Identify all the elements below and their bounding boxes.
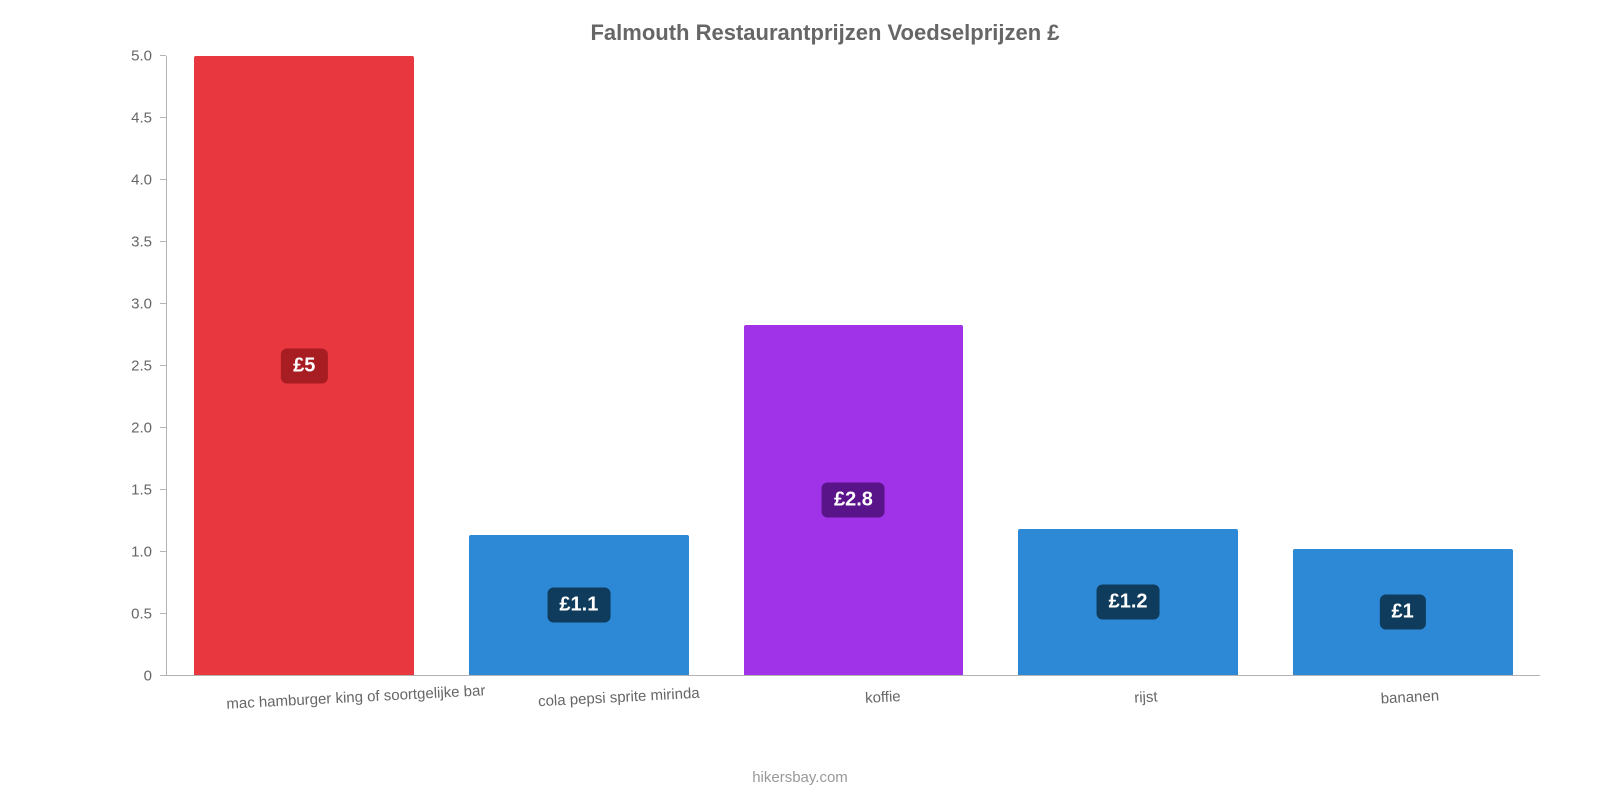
- y-tick-label: 5.0: [131, 48, 152, 65]
- bar: £1.1: [469, 535, 689, 675]
- y-tick-label: 4.0: [131, 172, 152, 189]
- bar-value-badge: £1: [1380, 594, 1426, 629]
- y-tick-label: 1.5: [131, 482, 152, 499]
- plot-area: 00.51.01.52.02.53.03.54.04.55.0 £5£1.1£2…: [110, 56, 1540, 676]
- chart-caption: hikersbay.com: [0, 769, 1600, 786]
- chart-container: Falmouth Restaurantprijzen Voedselprijze…: [0, 0, 1600, 800]
- bars-row: £5 £1.1 £2.8 £1.2 £1: [167, 56, 1540, 675]
- bar-slot: £1.1: [442, 56, 717, 675]
- grid-area: £5£1.1£2.8£1.2£1 mac hamburger king of s…: [166, 56, 1540, 676]
- bar-slot: £5: [167, 56, 442, 675]
- x-axis-label: bananen: [1277, 668, 1542, 713]
- bar-slot: £1.2: [991, 56, 1266, 675]
- bar-value-badge: £2.8: [822, 482, 885, 517]
- bar-value-badge: £5: [281, 348, 327, 383]
- y-tick-label: 1.0: [131, 544, 152, 561]
- y-tick-label: 4.5: [131, 110, 152, 127]
- y-tick-label: 0: [144, 668, 152, 685]
- y-tick-label: 3.0: [131, 296, 152, 313]
- bar-slot: £2.8: [716, 56, 991, 675]
- y-axis: 00.51.01.52.02.53.03.54.04.55.0: [110, 56, 160, 676]
- chart-title: Falmouth Restaurantprijzen Voedselprijze…: [110, 20, 1540, 46]
- bar-value-badge: £1.2: [1097, 584, 1160, 619]
- bar-value-badge: £1.1: [547, 588, 610, 623]
- bar: £5: [194, 56, 414, 675]
- bar-slot: £1: [1265, 56, 1540, 675]
- x-axis-label: cola pepsi sprite mirinda: [487, 668, 752, 713]
- x-axis-label: koffie: [750, 668, 1015, 713]
- y-tick-label: 0.5: [131, 606, 152, 623]
- x-axis-label: rijst: [1013, 668, 1278, 713]
- x-labels-row: mac hamburger king of soortgelijke barco…: [223, 675, 1540, 706]
- bar: £1.2: [1018, 529, 1238, 675]
- bar: £2.8: [744, 325, 964, 675]
- y-tick-label: 3.5: [131, 234, 152, 251]
- x-axis-label: mac hamburger king of soortgelijke bar: [223, 668, 488, 713]
- y-tick-label: 2.0: [131, 420, 152, 437]
- bar: £1: [1293, 549, 1513, 675]
- y-tick-label: 2.5: [131, 358, 152, 375]
